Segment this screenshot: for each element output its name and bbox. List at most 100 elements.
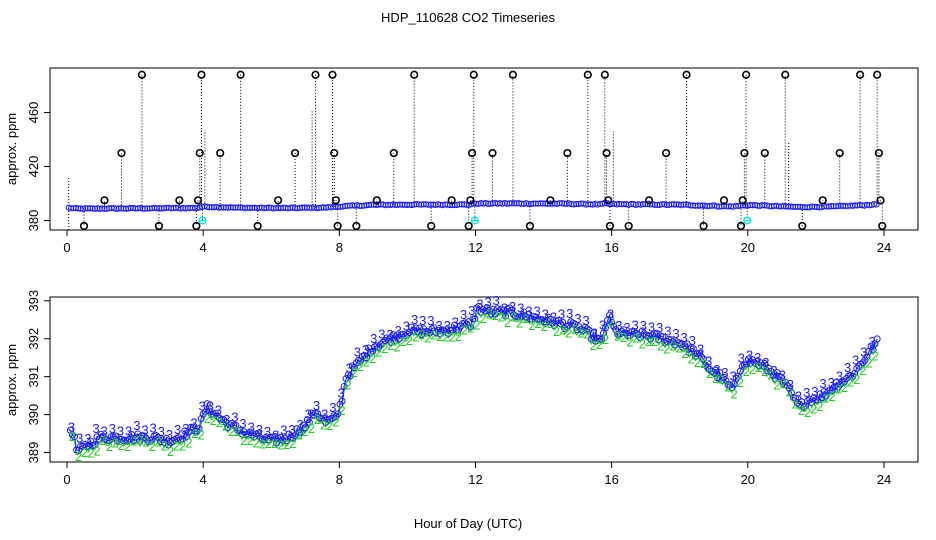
series-3-label: 3 xyxy=(705,354,712,369)
series-3-point xyxy=(216,414,224,422)
series-2-label: 2 xyxy=(706,366,713,381)
series-3-point xyxy=(71,433,79,441)
series-2-label: 2 xyxy=(326,418,333,433)
series-3-point xyxy=(340,382,348,390)
series-3-point xyxy=(632,329,640,337)
series-3-point xyxy=(514,313,522,321)
series-2-label: 2 xyxy=(75,449,82,464)
series-2-label: 2 xyxy=(197,427,204,442)
series-2-label: 2 xyxy=(155,434,162,449)
series-3-label: 3 xyxy=(681,330,688,345)
series-3-point xyxy=(279,436,287,444)
series-2-label: 2 xyxy=(283,437,290,452)
series-2-label: 2 xyxy=(541,319,548,334)
series-3-label: 3 xyxy=(256,422,263,437)
series-3-point xyxy=(213,412,221,420)
series-3-label: 3 xyxy=(860,344,867,359)
series-3-label: 3 xyxy=(452,314,459,329)
bottom-x-tick-label: 20 xyxy=(741,472,755,487)
series-2-label: 2 xyxy=(859,363,866,378)
series-3-point xyxy=(646,335,654,343)
series-2-label: 2 xyxy=(767,367,774,382)
bottom-y-tick-label: 389 xyxy=(26,442,41,464)
series-3-label: 3 xyxy=(92,421,99,436)
series-3-point xyxy=(412,324,420,332)
series-2-label: 2 xyxy=(871,349,878,364)
series-2-label: 2 xyxy=(240,433,247,448)
series-3-point xyxy=(199,410,207,418)
series-3-label: 3 xyxy=(386,327,393,342)
top-x-tick-label: 24 xyxy=(877,240,891,255)
series-3-point xyxy=(187,423,195,431)
series-3-point xyxy=(377,340,385,348)
series-3-label: 3 xyxy=(542,307,549,322)
series-2-label: 2 xyxy=(99,433,106,448)
chart-title: HDP_110628 CO2 Timeseries xyxy=(381,10,555,25)
top-spike-marker xyxy=(333,221,342,231)
bottom-plot-frame xyxy=(49,296,919,463)
series-2-label: 2 xyxy=(712,371,719,386)
series-2-label: 2 xyxy=(210,413,217,428)
bottom-x-tick-label: 8 xyxy=(336,472,343,487)
series-3-point xyxy=(648,331,656,339)
series-3-point xyxy=(753,357,761,365)
series-3-point xyxy=(659,333,667,341)
series-3-point xyxy=(293,425,301,433)
series-3-label: 3 xyxy=(672,326,679,341)
series-2-label: 2 xyxy=(590,338,597,353)
series-3-point xyxy=(687,345,695,353)
series-3-label: 3 xyxy=(215,403,222,418)
series-3-point xyxy=(626,332,634,340)
top-spike-marker xyxy=(624,221,633,231)
series-2-label: 2 xyxy=(626,334,633,349)
series-2-label: 2 xyxy=(853,372,860,387)
series-3-point xyxy=(544,313,552,321)
series-2-label: 2 xyxy=(731,387,738,402)
series-3-point xyxy=(499,306,507,314)
series-2-label: 2 xyxy=(534,316,541,331)
top-spike-marker xyxy=(464,221,473,231)
series-2-label: 2 xyxy=(430,328,437,343)
series-2-label: 2 xyxy=(185,435,192,450)
series-2-label: 2 xyxy=(804,405,811,420)
series-2-label: 2 xyxy=(461,323,468,338)
series-3-label: 3 xyxy=(419,313,426,328)
series-2-label: 2 xyxy=(614,328,621,343)
series-3-point xyxy=(538,316,546,324)
series-2-label: 2 xyxy=(363,354,370,369)
series-3-label: 3 xyxy=(76,430,83,445)
series-3-point xyxy=(175,433,183,441)
series-3-label: 3 xyxy=(248,420,255,435)
bottom-y-tick-label: 392 xyxy=(26,328,41,350)
series-3-label: 3 xyxy=(427,313,434,328)
series-2-label: 2 xyxy=(516,316,523,331)
series-2-label: 2 xyxy=(718,371,725,386)
top-spike-marker xyxy=(525,221,535,231)
series-3-point xyxy=(332,412,340,420)
series-3-label: 3 xyxy=(444,318,451,333)
top-x-tick-label: 12 xyxy=(468,240,482,255)
series-3-point xyxy=(422,328,430,336)
series-3-point xyxy=(685,349,693,357)
top-y-tick-label: 380 xyxy=(26,210,41,232)
series-3-point xyxy=(126,435,134,443)
series-3-label: 3 xyxy=(460,307,467,322)
series-3-label: 3 xyxy=(109,421,116,436)
series-3-point xyxy=(695,349,703,357)
series-2-label: 2 xyxy=(498,310,505,325)
series-2-label: 2 xyxy=(835,381,842,396)
top-spike-marker xyxy=(372,196,381,205)
top-plot-area xyxy=(65,70,887,231)
series-3-point xyxy=(295,429,303,437)
series-3-point xyxy=(720,373,728,381)
series-3-label: 3 xyxy=(795,389,802,404)
series-2-label: 2 xyxy=(204,411,211,426)
series-2-label: 2 xyxy=(724,380,731,395)
series-3-label: 3 xyxy=(337,386,344,401)
series-3-point xyxy=(363,354,371,362)
series-2-label: 2 xyxy=(161,439,168,454)
series-3-point xyxy=(681,342,689,350)
series-3-label: 3 xyxy=(501,300,508,315)
series-2-label: 2 xyxy=(265,436,272,451)
top-spike-marker xyxy=(602,148,611,158)
